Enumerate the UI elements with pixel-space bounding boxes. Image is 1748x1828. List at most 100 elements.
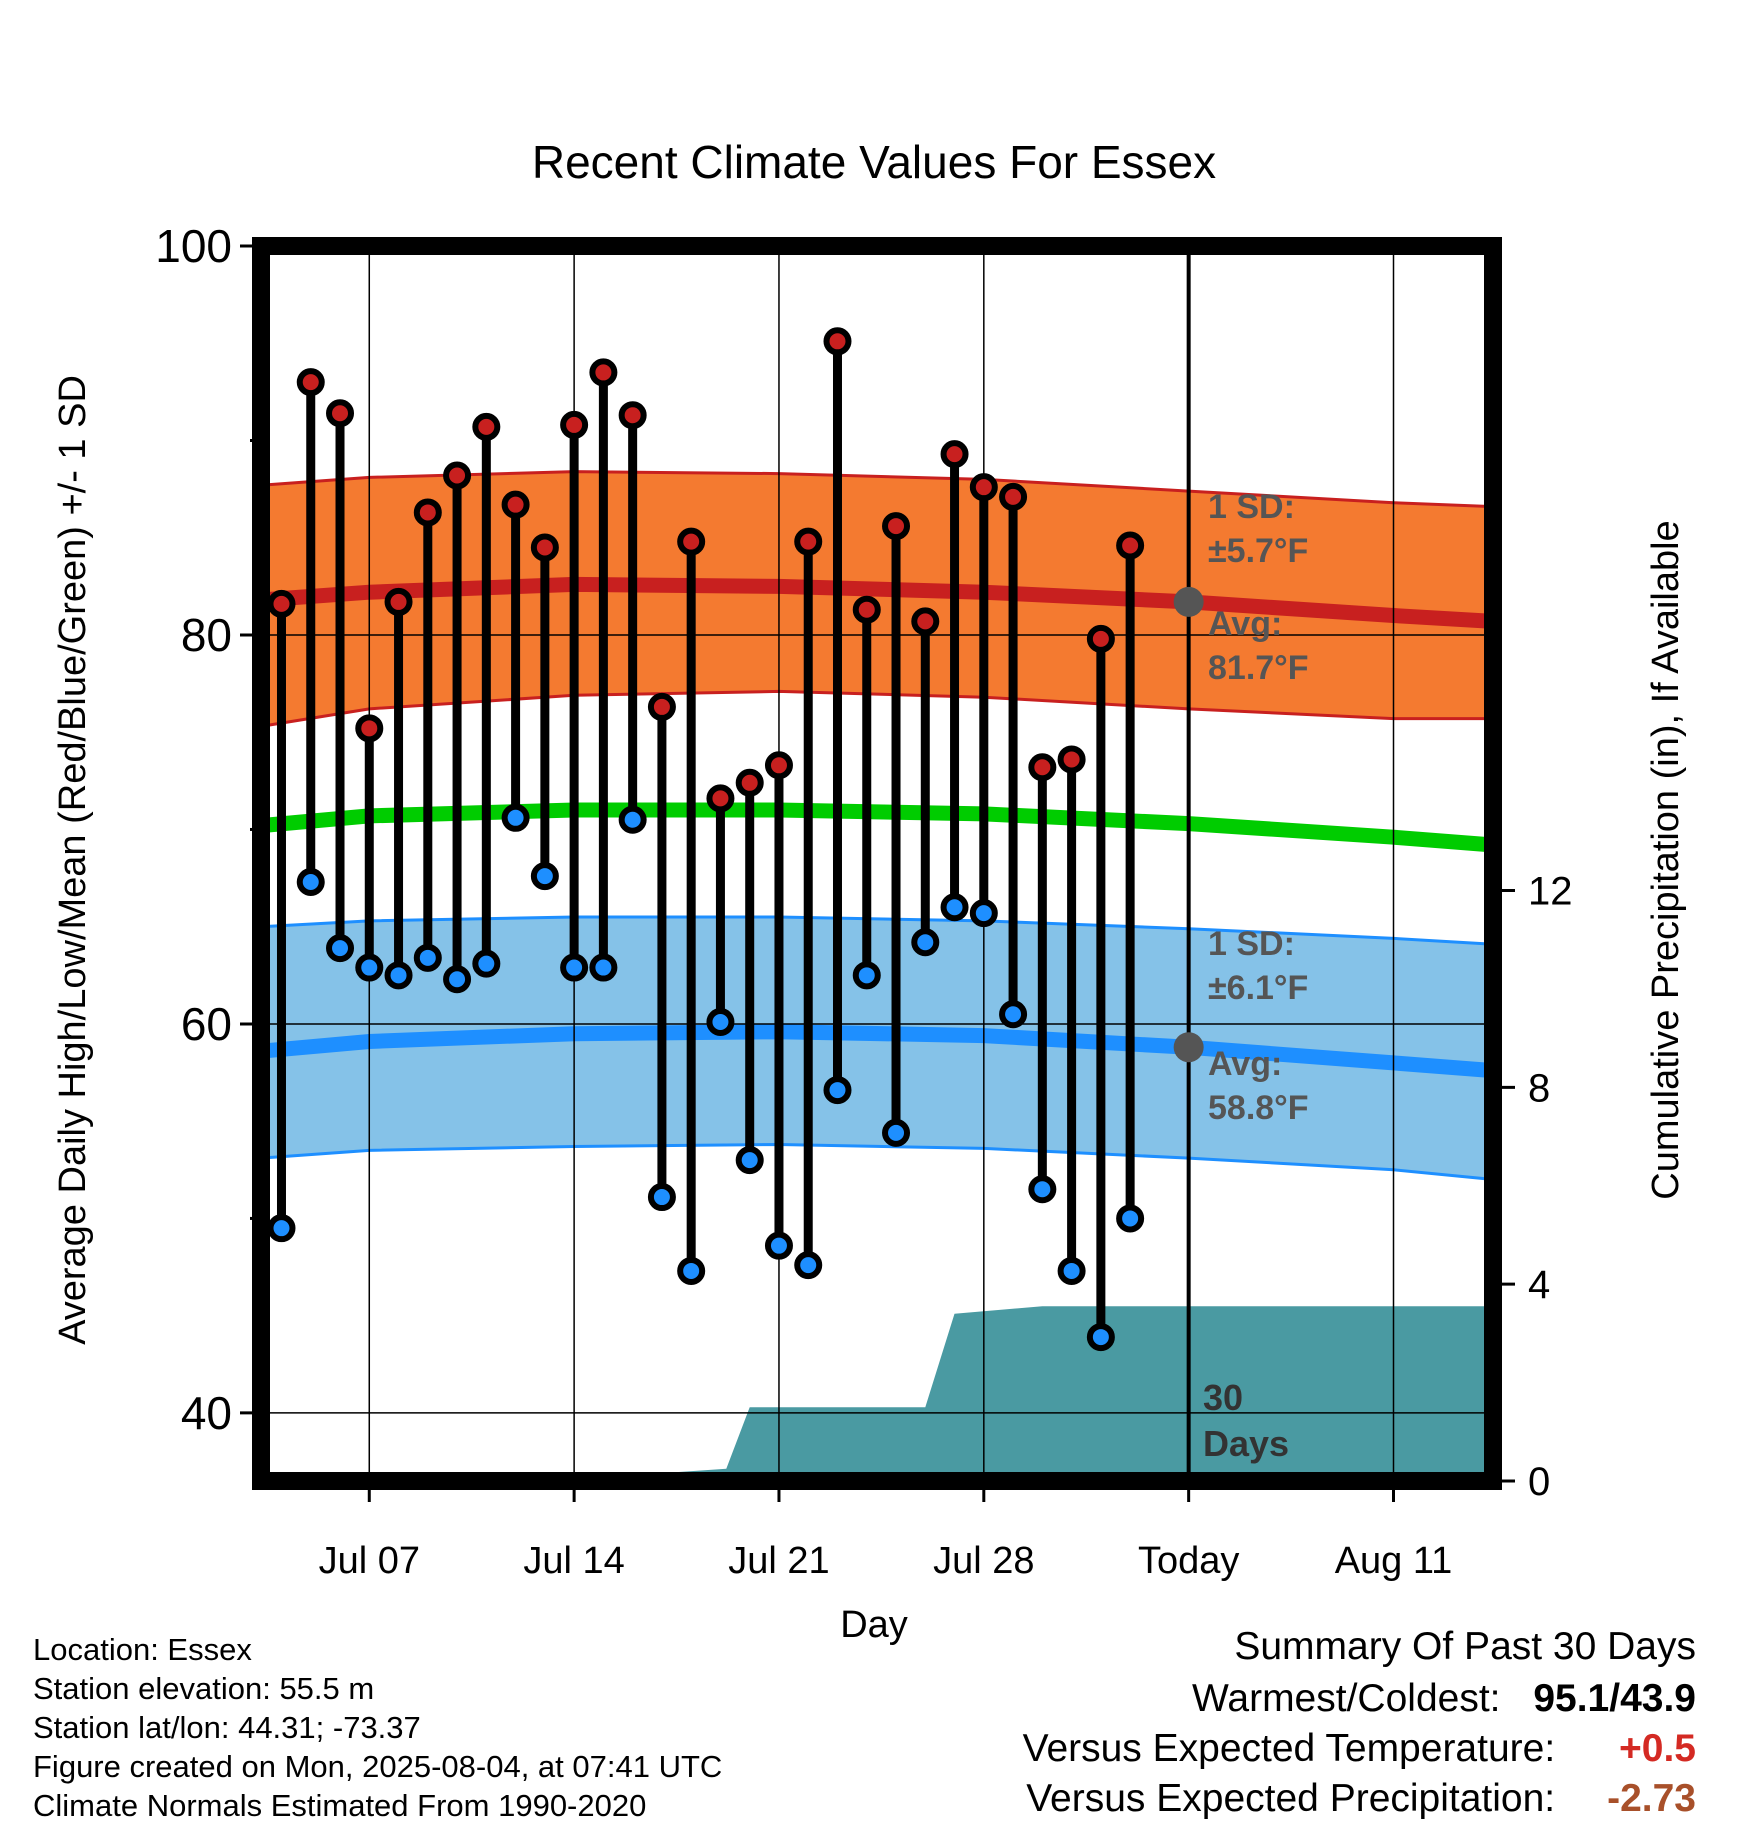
low-avg-label: Avg: [1208, 1045, 1282, 1083]
latlon-text: Station lat/lon: 44.31; -73.37 [33, 1710, 421, 1745]
cumulative-precip-area [261, 1306, 1493, 1481]
high-point-25 [882, 512, 911, 541]
high-point-7 [355, 714, 384, 743]
normal-low-line [260, 1024, 1494, 1079]
low-point-28 [969, 899, 998, 928]
high-point-22 [794, 527, 823, 556]
high-point-21 [764, 751, 793, 780]
y2-tick-label-0: 0 [1528, 1460, 1550, 1504]
high-point-17 [647, 692, 676, 721]
low-point-8 [384, 961, 413, 990]
high-point-15 [589, 358, 618, 387]
summary-precip: Versus Expected Precipitation: -2.73 [1026, 1779, 1696, 1818]
low-point-30 [1028, 1175, 1057, 1204]
low-band-lower-edge [260, 1142, 1494, 1181]
high-point-28 [969, 473, 998, 502]
y-tick-label-0: 40 [181, 1387, 232, 1439]
high-sd-label: 1 SD: [1208, 488, 1295, 526]
low-point-12 [501, 803, 530, 832]
warm-cold-label: Warmest/Coldest: [1192, 1677, 1501, 1720]
today-high-avg-marker [1173, 586, 1204, 617]
low-band-upper-edge [260, 915, 1494, 946]
low-point-27 [940, 893, 969, 922]
high-point-29 [999, 482, 1028, 511]
period-count: 30 [1203, 1377, 1243, 1418]
low-point-23 [823, 1076, 852, 1105]
high-point-33 [1116, 531, 1145, 560]
location-text: Location: Essex [33, 1632, 252, 1667]
low-point-33 [1116, 1204, 1145, 1233]
high-point-13 [530, 533, 559, 562]
low-point-11 [472, 949, 501, 978]
low-point-31 [1057, 1256, 1086, 1285]
high-sd-band [261, 471, 1493, 727]
low-point-21 [764, 1231, 793, 1260]
low-point-6 [326, 934, 355, 963]
high-band-lower-edge [260, 689, 1493, 728]
normals-text: Climate Normals Estimated From 1990-2020 [33, 1788, 647, 1823]
low-point-15 [589, 953, 618, 982]
precip-layer [261, 1306, 1493, 1481]
low-point-16 [618, 805, 647, 834]
x-tick-label-4: Today [1138, 1540, 1239, 1582]
high-point-9 [413, 498, 442, 527]
high-point-14 [560, 410, 589, 439]
y-axis-left-label: Average Daily High/Low/Mean (Red/Blue/Gr… [52, 375, 94, 1345]
x-tick-label-5: Aug 11 [1335, 1540, 1453, 1582]
low-point-20 [735, 1146, 764, 1175]
high-point-27 [940, 440, 969, 469]
low-point-9 [413, 943, 442, 972]
high-avg-label: Avg: [1208, 605, 1282, 643]
y2-tick-label-1: 4 [1528, 1263, 1550, 1307]
high-point-11 [472, 412, 501, 441]
today-low-avg-marker [1173, 1032, 1204, 1063]
temp-label: Versus Expected Temperature: [1022, 1727, 1556, 1770]
low-point-29 [999, 1000, 1028, 1029]
warm-cold-value: 95.1/43.9 [1533, 1677, 1696, 1720]
high-point-23 [823, 327, 852, 356]
x-tick-label-3: Jul 28 [933, 1540, 1034, 1582]
high-point-10 [443, 461, 472, 490]
low-point-14 [560, 953, 589, 982]
low-point-24 [852, 961, 881, 990]
y-axis-right-label: Cumulative Precipitation (in), If Availa… [1645, 520, 1687, 1199]
low-point-26 [911, 928, 940, 957]
summary-title: Summary Of Past 30 Days [1234, 1625, 1696, 1668]
high-point-31 [1057, 745, 1086, 774]
high-sd-value: ±5.7°F [1208, 532, 1308, 570]
high-point-20 [735, 768, 764, 797]
grid-lines [261, 246, 1493, 1481]
high-point-24 [852, 595, 881, 624]
low-sd-band [261, 917, 1493, 1180]
x-tick-label-2: Jul 21 [728, 1540, 829, 1582]
plot-frame [252, 237, 1502, 1490]
normal-bands [260, 470, 1494, 1181]
normal-mean-line [260, 802, 1494, 853]
created-text: Figure created on Mon, 2025-08-04, at 07… [33, 1749, 723, 1784]
low-point-25 [882, 1118, 911, 1147]
high-point-32 [1086, 624, 1115, 653]
y-tick-label-3: 100 [155, 220, 232, 272]
y-tick-label-1: 60 [181, 998, 232, 1050]
x-tick-label-1: Jul 14 [523, 1540, 624, 1582]
daily-points [267, 327, 1145, 1352]
low-point-32 [1086, 1323, 1115, 1352]
high-avg-value: 81.7°F [1208, 649, 1309, 687]
daily-stems [276, 341, 1135, 1338]
x-tick-label-0: Jul 07 [319, 1540, 420, 1582]
high-point-16 [618, 401, 647, 430]
low-point-4 [267, 1214, 296, 1243]
period-label: 30 Days [1203, 1377, 1289, 1464]
low-sd-label: 1 SD: [1208, 925, 1295, 963]
elevation-text: Station elevation: 55.5 m [33, 1671, 375, 1706]
summary-temp: Versus Expected Temperature: +0.5 [1023, 1729, 1696, 1768]
high-point-26 [911, 607, 940, 636]
high-point-4 [267, 589, 296, 618]
high-point-18 [677, 527, 706, 556]
low-point-10 [443, 965, 472, 994]
low-point-18 [677, 1256, 706, 1285]
low-point-13 [530, 862, 559, 891]
y-tick-label-2: 80 [181, 609, 232, 661]
high-point-5 [296, 368, 325, 397]
